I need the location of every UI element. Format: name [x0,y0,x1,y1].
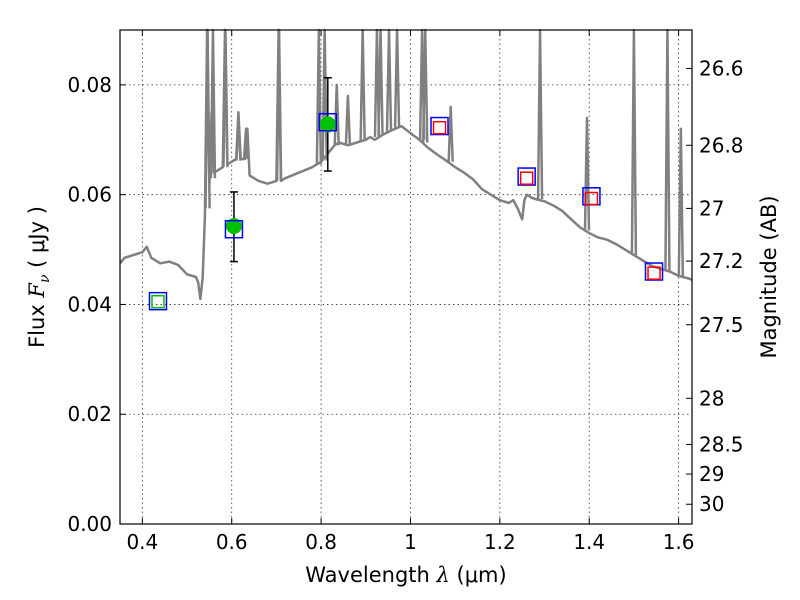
x-tick-label: 1.4 [573,530,605,554]
photometry-point [584,191,599,206]
y2-tick-label: 28.5 [699,432,744,456]
x-axis-title: Wavelength λ (μm) [305,563,506,587]
photometry-point [430,116,449,136]
x-tick-label: 1 [404,530,417,554]
emission-line [359,28,366,141]
emission-line [385,28,393,132]
emission-line [204,28,211,209]
x-tick-label: 0.8 [305,530,337,554]
x-tick-label: 1.2 [484,530,516,554]
emission-line [235,116,242,161]
emission-line [321,28,328,161]
y-tick-label: 0.02 [67,402,112,426]
emission-line [377,28,384,136]
emission-line [393,28,401,128]
emission-line [447,105,454,162]
detection-point [225,217,242,234]
y2-tick-label: 27 [699,196,724,220]
emission-line [677,127,685,276]
x-tick-label: 1.6 [663,530,695,554]
y2-tick-label: 27.5 [699,313,744,337]
photometry-point [644,262,664,281]
emission-line [315,28,323,165]
tick-layer: 0.4 0.6 0.8 1 1.2 1.4 1.6 0.00 0.02 0.04 0.06 0.08 2… [67,30,744,554]
detection-point [319,116,336,133]
emission-line [222,28,229,168]
photometry-point [519,171,534,185]
y2-tick-label: 29 [699,462,724,486]
y2-axis-title: Magnitude (AB) [757,195,781,358]
y-axis-title: Flux Fν ( μJy ) [25,206,53,348]
y2-tick-label: 26.8 [699,133,744,157]
y-tick-label: 0.08 [67,73,112,97]
photometry-point [647,266,661,280]
spectrum-layer [119,28,693,301]
photometry-point [517,167,536,186]
photometry-point [432,120,447,135]
emission-line [344,94,352,146]
y2-tick-label: 26.6 [699,56,744,80]
emission-line [242,127,250,160]
emission-line [421,28,429,143]
emission-line [275,28,283,181]
y-tick-label: 0.00 [67,512,112,536]
plot-frame [119,29,693,525]
photometry-point [224,219,244,239]
emission-line [536,28,544,200]
x-tick-label: 0.4 [126,530,158,554]
x-tick-label: 0.6 [216,530,248,554]
photometry-point [318,112,338,132]
photometry-point [151,294,165,309]
y2-tick-label: 28 [699,386,724,410]
emission-line [664,28,671,271]
y2-tick-label: 27.2 [699,249,744,273]
emission-line [630,28,638,256]
marker-layer [148,77,664,311]
y2-tick-label: 30 [699,492,724,516]
y-tick-label: 0.04 [67,292,112,316]
photometry-point [148,291,168,311]
y-tick-label: 0.06 [67,183,112,207]
emission-line [583,116,591,231]
